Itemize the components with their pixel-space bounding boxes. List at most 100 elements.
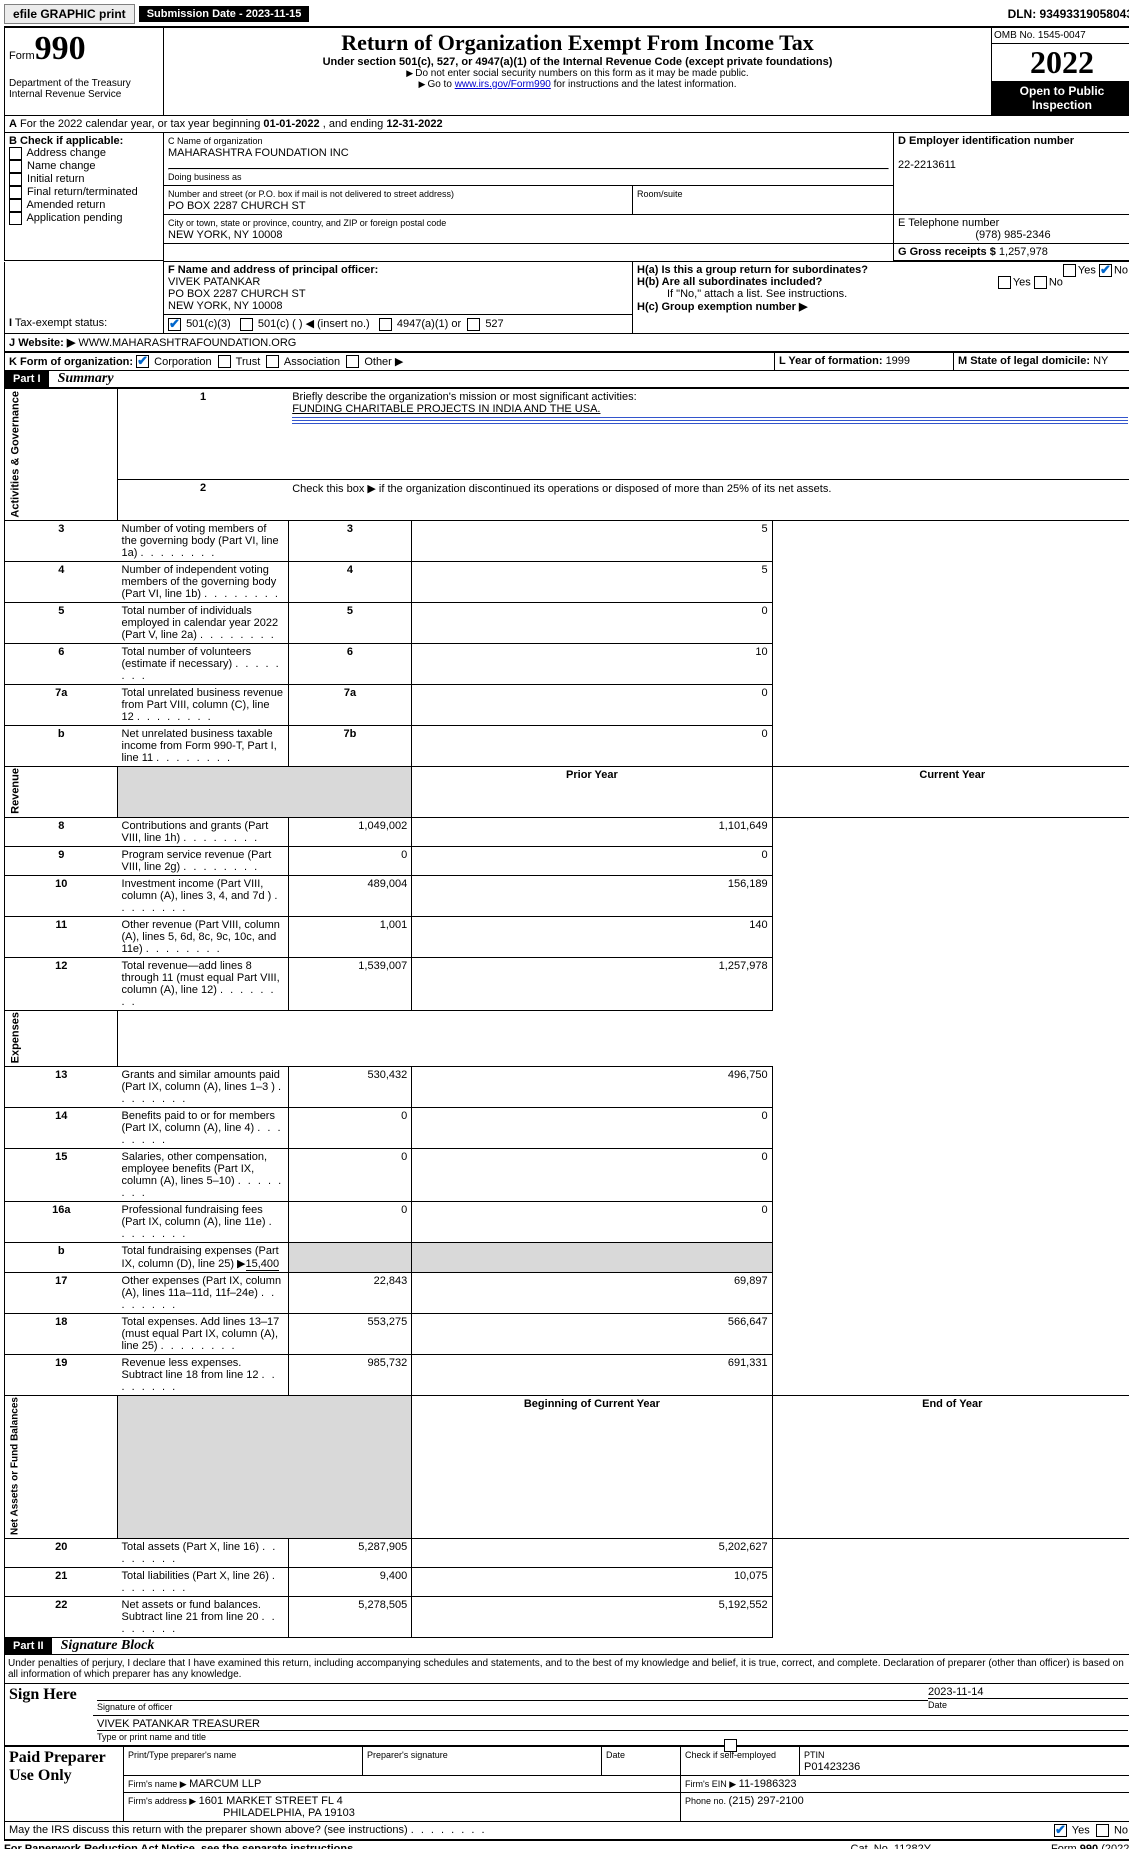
current-val: 140: [412, 916, 772, 957]
self-emp-checkbox[interactable]: [724, 1739, 737, 1752]
side-activities: Activities & Governance: [5, 389, 118, 521]
box-e-label: E Telephone number: [898, 217, 999, 229]
line-box: 7a: [288, 684, 412, 725]
prior-val: 1,049,002: [288, 817, 412, 846]
prior-val: 0: [288, 1201, 412, 1242]
officer-addr2: NEW YORK, NY 10008: [168, 300, 283, 312]
line-num: 13: [5, 1066, 118, 1107]
city-label: City or town, state or province, country…: [168, 218, 446, 228]
sig-officer-label: Signature of officer: [97, 1702, 172, 1712]
line-num: 18: [5, 1313, 118, 1354]
h-a: H(a) Is this a group return for subordin…: [637, 264, 868, 276]
col-current: Current Year: [772, 766, 1129, 817]
line-num: 22: [5, 1597, 118, 1638]
form-number: 990: [35, 30, 86, 67]
current-val: 5,202,627: [412, 1539, 772, 1568]
assoc-checkbox[interactable]: [266, 355, 279, 368]
current-val: 156,189: [412, 875, 772, 916]
current-val: 691,331: [412, 1354, 772, 1395]
ha-yes-checkbox[interactable]: [1063, 264, 1076, 277]
col-begin: Beginning of Current Year: [412, 1395, 772, 1538]
ha-no-checkbox[interactable]: [1099, 264, 1112, 277]
discuss-yes-checkbox[interactable]: [1054, 1824, 1067, 1837]
sig-name-label: Type or print name and title: [97, 1732, 206, 1742]
hb-yes-checkbox[interactable]: [998, 276, 1011, 289]
box-b-checkbox[interactable]: [9, 186, 22, 199]
other-checkbox[interactable]: [346, 355, 359, 368]
irs-link[interactable]: www.irs.gov/Form990: [455, 79, 551, 90]
box-b-label: B Check if applicable:: [9, 135, 123, 147]
line-val: 5: [412, 561, 772, 602]
line-text: Other revenue (Part VIII, column (A), li…: [118, 916, 289, 957]
box-k-label: K Form of organization:: [9, 356, 133, 368]
501c-checkbox[interactable]: [240, 318, 253, 331]
form-label: Form: [9, 50, 35, 62]
501c3-checkbox[interactable]: [168, 318, 181, 331]
line-text: Benefits paid to or for members (Part IX…: [118, 1107, 289, 1148]
box-b-checkbox[interactable]: [9, 173, 22, 186]
current-val: 0: [412, 1148, 772, 1201]
part1-table: Activities & Governance 1 Briefly descri…: [4, 388, 1129, 1638]
no-label: No: [1114, 264, 1128, 276]
prior-val: 489,004: [288, 875, 412, 916]
box-b-checkbox[interactable]: [9, 199, 22, 212]
firm-ein: 11-1986323: [739, 1778, 797, 1790]
line-text: Revenue less expenses. Subtract line 18 …: [118, 1354, 289, 1395]
line-text: Salaries, other compensation, employee b…: [118, 1148, 289, 1201]
box-d-label: D Employer identification number: [898, 135, 1074, 147]
submission-date: Submission Date - 2023-11-15: [139, 6, 310, 22]
q2-text: Check this box ▶ if the organization dis…: [292, 483, 831, 495]
line-text: Total liabilities (Part X, line 26): [118, 1568, 289, 1597]
corp-checkbox[interactable]: [136, 355, 149, 368]
line-text: Contributions and grants (Part VIII, lin…: [118, 817, 289, 846]
box-f-label: F Name and address of principal officer:: [168, 264, 378, 276]
discuss-no-checkbox[interactable]: [1096, 1824, 1109, 1837]
4947-checkbox[interactable]: [379, 318, 392, 331]
opt-501c: 501(c) ( ) ◀ (insert no.): [258, 318, 370, 330]
side-revenue: Revenue: [5, 766, 118, 817]
q1-answer: FUNDING CHARITABLE PROJECTS IN INDIA AND…: [292, 403, 600, 415]
line-num: 8: [5, 817, 118, 846]
part1-label: Part I: [5, 371, 49, 387]
prior-val: 985,732: [288, 1354, 412, 1395]
col-prior: Prior Year: [412, 766, 772, 817]
line-box: 4: [288, 561, 412, 602]
line-num: 19: [5, 1354, 118, 1395]
current-val: 5,192,552: [412, 1597, 772, 1638]
box-b-checkbox[interactable]: [9, 147, 22, 160]
period-end: 12-31-2022: [386, 118, 442, 130]
klm-row: K Form of organization: Corporation Trus…: [4, 352, 1129, 372]
box-l-label: L Year of formation:: [779, 355, 886, 367]
box-b-checkbox[interactable]: [9, 160, 22, 173]
box-m-label: M State of legal domicile:: [958, 355, 1093, 367]
opt-corp: Corporation: [154, 356, 211, 368]
ptin: P01423236: [804, 1761, 860, 1773]
line-16b-val: 15,400: [246, 1258, 280, 1271]
527-checkbox[interactable]: [467, 318, 480, 331]
declaration: Under penalties of perjury, I declare th…: [4, 1655, 1129, 1683]
gross-receipts: 1,257,978: [999, 246, 1048, 258]
prior-val: 553,275: [288, 1313, 412, 1354]
yes-label: Yes: [1078, 264, 1096, 276]
firm-addr2: PHILADELPHIA, PA 19103: [128, 1807, 355, 1819]
trust-checkbox[interactable]: [218, 355, 231, 368]
prior-val: 530,432: [288, 1066, 412, 1107]
box-c-name-label: C Name of organization: [168, 136, 263, 146]
hb-no-checkbox[interactable]: [1034, 276, 1047, 289]
preparer-block: Paid Preparer Use Only Print/Type prepar…: [4, 1746, 1129, 1841]
h-b: H(b) Are all subordinates included?: [637, 276, 822, 288]
footer-right: Form 990 (2022): [1051, 1843, 1129, 1849]
telephone: (978) 985-2346: [898, 229, 1128, 241]
efile-print-button[interactable]: efile GRAPHIC print: [4, 4, 135, 24]
firm-name: MARCUM LLP: [189, 1778, 261, 1790]
prior-val: 0: [288, 1148, 412, 1201]
prep-name-label: Print/Type preparer's name: [128, 1750, 236, 1760]
current-val: 1,101,649: [412, 817, 772, 846]
box-b-checkbox[interactable]: [9, 212, 22, 225]
line-text: Net assets or fund balances. Subtract li…: [118, 1597, 289, 1638]
omb-number: OMB No. 1545-0047: [992, 28, 1129, 44]
footer-mid: Cat. No. 11282Y: [851, 1843, 932, 1849]
current-val: 0: [412, 1201, 772, 1242]
line-text: Total expenses. Add lines 13–17 (must eq…: [118, 1313, 289, 1354]
line-num: 14: [5, 1107, 118, 1148]
